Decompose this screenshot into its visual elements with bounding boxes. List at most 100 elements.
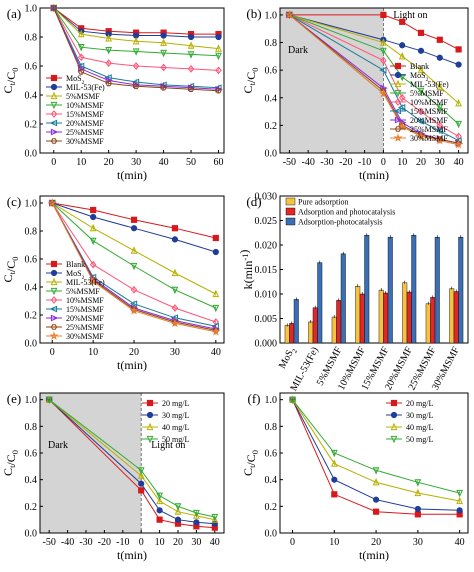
- data-point: [398, 52, 406, 60]
- data-point: [417, 65, 425, 74]
- data-point: [187, 41, 195, 49]
- legend-marker: [390, 399, 398, 407]
- bar: [430, 297, 436, 344]
- bar: [355, 285, 361, 344]
- data-point: [436, 104, 444, 112]
- bar: [312, 307, 318, 344]
- x-tick-label: 0: [381, 157, 386, 168]
- data-point: [455, 98, 462, 107]
- data-point: [436, 36, 443, 43]
- data-point: [132, 62, 140, 70]
- data-point: [414, 511, 421, 518]
- legend-marker: [50, 260, 58, 268]
- y-tick-label: 0.0: [265, 529, 278, 540]
- legend-label: 15%MSMF: [410, 107, 448, 116]
- bar: [434, 236, 440, 344]
- legend-label: 15%MSMF: [66, 305, 104, 314]
- legend-label: 5%MSMF: [66, 92, 100, 101]
- data-point: [378, 88, 388, 98]
- legend-label: 30 mg/L: [162, 411, 189, 420]
- data-point: [171, 225, 179, 232]
- data-point: [398, 93, 406, 102]
- data-point: [78, 69, 85, 75]
- panel-d: 0.000 0.005 0.010 0.015 0.020 0.025 0.030 k(min…: [237, 192, 469, 393]
- series-line: [48, 399, 215, 521]
- legend-marker: [50, 110, 58, 118]
- x-tick-label: 30: [191, 537, 201, 548]
- y-axis-label: Ct/C0: [1, 450, 20, 476]
- legend-marker: [394, 126, 402, 132]
- legend-marker: [146, 422, 154, 431]
- data-point: [215, 44, 222, 52]
- data-point: [331, 491, 338, 498]
- y-axis-label: Ct/C0: [1, 68, 20, 94]
- data-point: [187, 33, 195, 41]
- y-tick-label: 0.4: [25, 283, 38, 294]
- data-point: [211, 515, 219, 523]
- data-point: [129, 305, 139, 315]
- x-tick-label: -20: [98, 537, 111, 548]
- data-point: [171, 286, 179, 295]
- y-tick-label: 0.2: [25, 120, 38, 131]
- x-tick-label: 20: [416, 157, 426, 168]
- data-point: [398, 73, 406, 82]
- legend-marker: [50, 91, 58, 100]
- x-tick-label: -40: [61, 537, 74, 548]
- x-tick-label: -40: [302, 157, 315, 168]
- y-axis-label: Ct/C0: [1, 257, 20, 283]
- data-point: [417, 47, 425, 54]
- legend-label: MIL-53(Fe): [66, 83, 105, 92]
- legend-label: Blank: [66, 260, 85, 269]
- bar: [284, 325, 290, 344]
- y-axis-label: Ct/C0: [241, 450, 260, 476]
- bar: [340, 253, 346, 344]
- x-tick-label: 50: [186, 157, 196, 168]
- dark-label: Dark: [288, 45, 308, 56]
- data-point: [193, 519, 200, 526]
- data-point: [132, 37, 140, 45]
- panel-label: (b): [246, 6, 261, 21]
- panel-e: Dark Light on 0.0 0.2 0.4 0.6 0.8 1.0 Ct/C0 -50 -4…: [1, 391, 225, 562]
- legend-label: 50 mg/L: [162, 435, 189, 444]
- data-point: [454, 139, 464, 149]
- y-tick-label: 0.010: [255, 290, 278, 301]
- data-point: [45, 396, 53, 404]
- data-point: [212, 248, 219, 256]
- data-point: [435, 127, 443, 135]
- series-line: [292, 399, 460, 502]
- x-tick-label: 20: [104, 157, 114, 168]
- data-point: [50, 5, 57, 11]
- bar: [317, 262, 323, 344]
- panel-f: 0.0 0.2 0.4 0.6 0.8 1.0 Ct/C0 0 10 20 30 40 t(min) 20…: [241, 391, 469, 562]
- y-tick-label: 0.4: [265, 93, 278, 104]
- series-line: [48, 399, 215, 518]
- plot-frame: [39, 7, 225, 154]
- legend-marker: [50, 74, 58, 82]
- legend-marker: [50, 287, 58, 296]
- data-point: [215, 52, 222, 61]
- x-tick-label: 40: [455, 537, 465, 548]
- data-point: [160, 49, 167, 58]
- data-point: [380, 38, 387, 46]
- legend-marker: [50, 324, 58, 330]
- y-tick-label: 0.005: [255, 314, 278, 325]
- legend-label: MoS2: [410, 71, 429, 83]
- legend-label: 25%MSMF: [66, 128, 104, 137]
- data-point: [417, 107, 425, 116]
- y-tick-label: 0.8: [25, 227, 38, 238]
- legend-swatch: [285, 197, 296, 206]
- legend-label: 30%MSMF: [66, 332, 104, 341]
- bar: [331, 316, 337, 344]
- data-point: [187, 65, 195, 73]
- data-point: [435, 135, 445, 145]
- data-point: [171, 268, 179, 277]
- data-point: [130, 225, 138, 232]
- data-point: [417, 87, 425, 96]
- data-point: [187, 51, 195, 59]
- data-point: [160, 85, 167, 91]
- bar: [453, 291, 459, 344]
- data-point: [416, 131, 426, 141]
- data-point: [171, 304, 179, 312]
- y-tick-label: 1.0: [25, 395, 38, 406]
- data-point: [193, 509, 200, 518]
